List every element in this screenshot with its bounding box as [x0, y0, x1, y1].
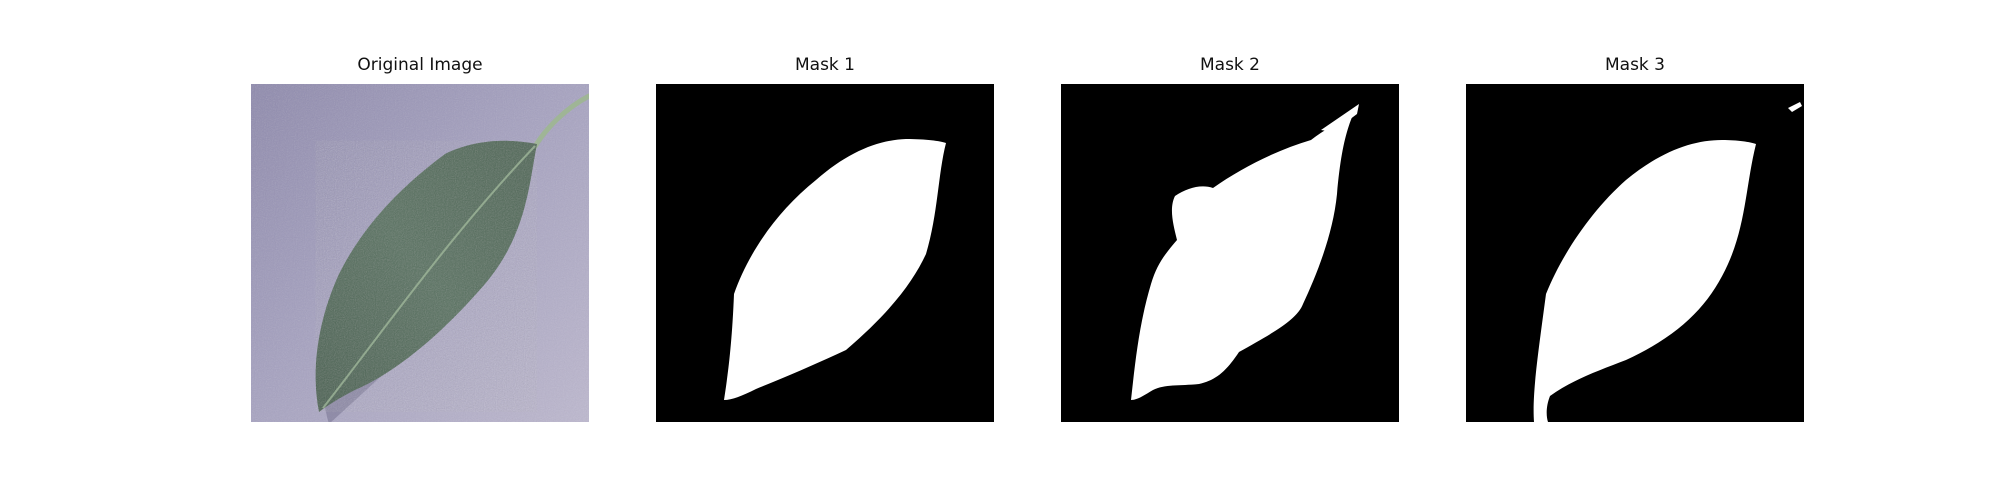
original-leaf-photo — [251, 84, 589, 422]
mask-3-panel: Mask 3 — [1466, 55, 1804, 422]
mask-3-image — [1466, 84, 1804, 422]
leaf-stem — [531, 93, 589, 151]
mask-3-leaf-region — [1533, 140, 1756, 422]
mask-1-leaf-region — [724, 139, 946, 400]
mask-2-leaf-region — [1131, 110, 1355, 400]
mask-1-image — [656, 84, 994, 422]
original-image-panel: Original Image — [251, 55, 589, 422]
original-image-title: Original Image — [357, 55, 483, 75]
leaf-midrib — [322, 145, 536, 409]
mask-1-title: Mask 1 — [794, 55, 855, 75]
mask-2-stem-region — [1321, 104, 1359, 132]
mask-3-title: Mask 3 — [1604, 55, 1665, 75]
mask-2-title: Mask 2 — [1199, 55, 1260, 75]
mask-2-panel: Mask 2 — [1061, 55, 1399, 422]
mask-1-panel: Mask 1 — [656, 55, 994, 422]
mask-3-stem-fragment — [1788, 102, 1802, 112]
mask-2-image — [1061, 84, 1399, 422]
